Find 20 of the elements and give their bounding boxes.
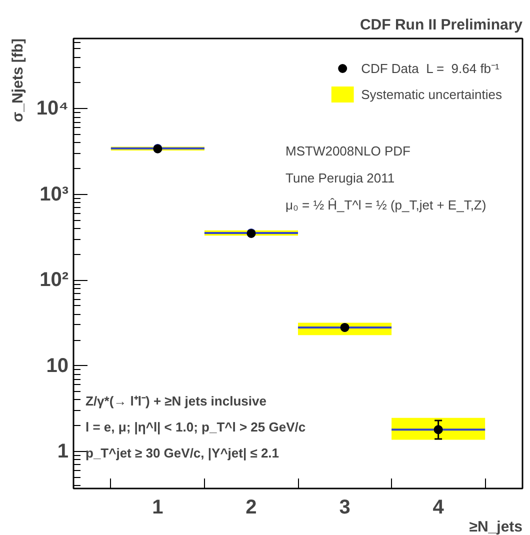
legend-label: Systematic uncertainties [361, 86, 502, 102]
annotation: MSTW2008NLO PDF [286, 144, 411, 158]
annotation: l = e, μ; |η^l| < 1.0; p_T^l > 25 GeV/c [86, 420, 306, 434]
annotation: μ₀ = ½ Ĥ_T^l = ½ (p_T,jet + E_T,Z) [286, 198, 486, 212]
x-axis-title: ≥N_jets [469, 518, 523, 535]
x-tick-label: 2 [246, 496, 257, 518]
y-tick-label: 10⁴ [36, 98, 68, 120]
annotation: Z/γ*(→ l⁺l⁻) + ≥N jets inclusive [86, 394, 266, 408]
y-tick-label: 1 [57, 440, 68, 462]
x-tick-label: 1 [152, 496, 164, 518]
y-tick-label: 10 [46, 354, 69, 377]
y-tick-label: 10³ [40, 183, 69, 206]
y-axis-title: σ_Njets [fb] [10, 38, 26, 122]
legend-label: CDF Data L = 9.64 fb⁻¹ [361, 60, 500, 77]
x-tick-label: 4 [432, 496, 445, 518]
annotation: p_T^jet ≥ 30 GeV/c, |Y^jet| ≤ 2.1 [86, 446, 280, 460]
x-tick-label: 3 [339, 496, 350, 518]
y-tick-label: 10² [40, 269, 69, 292]
chart-title: CDF Run II Preliminary [360, 16, 524, 34]
annotation: Tune Perugia 2011 [286, 170, 395, 186]
